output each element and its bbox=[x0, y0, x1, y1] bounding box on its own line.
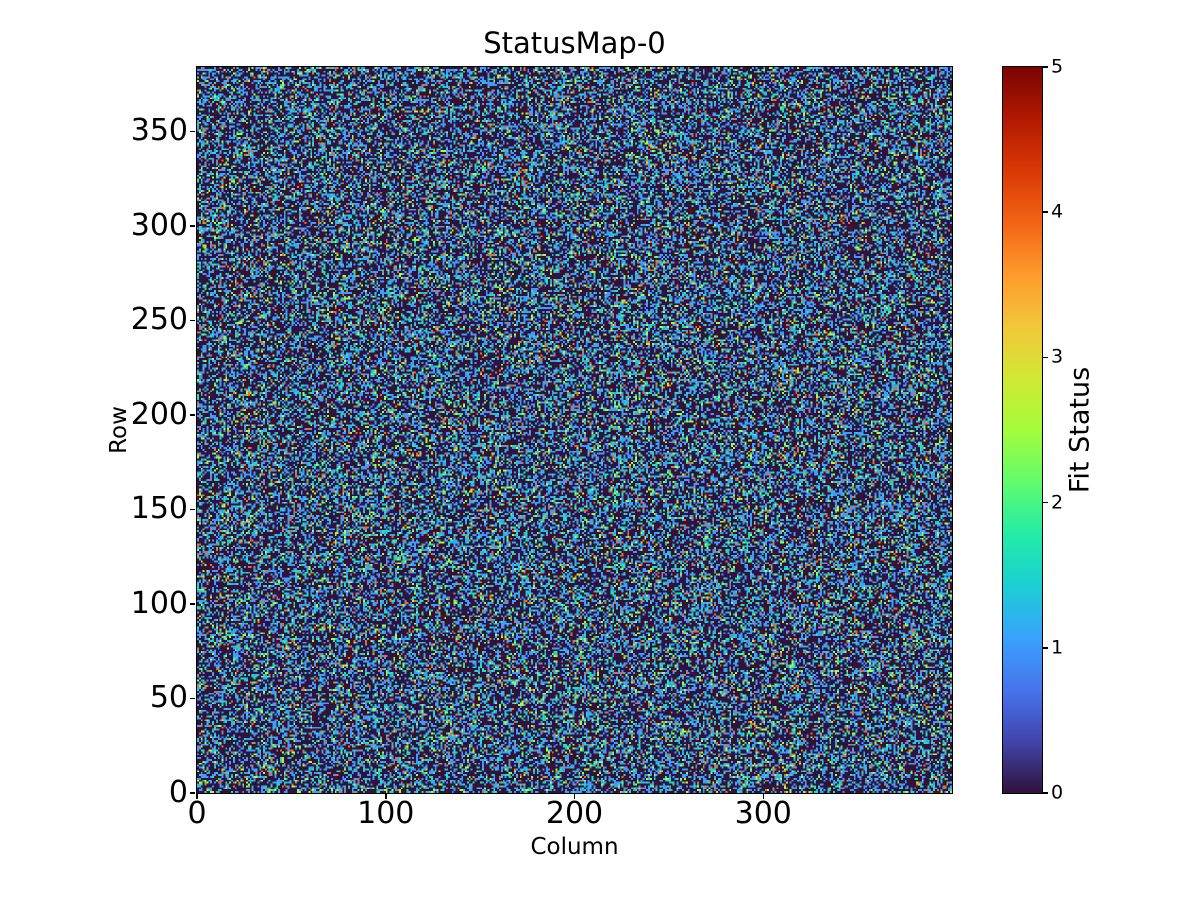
y-tick-label: 100 bbox=[130, 585, 188, 621]
colorbar-tick-mark bbox=[1043, 792, 1048, 794]
colorbar-tick-mark bbox=[1043, 356, 1048, 359]
x-tick-label: 300 bbox=[734, 796, 792, 831]
x-tick-mark bbox=[196, 794, 198, 799]
y-tick-label: 150 bbox=[130, 491, 188, 527]
y-tick-mark bbox=[190, 225, 195, 227]
x-tick-mark bbox=[762, 794, 764, 799]
colorbar-tick-label: 5 bbox=[1051, 55, 1064, 78]
colorbar-tick-label: 0 bbox=[1051, 781, 1064, 804]
y-tick-mark bbox=[190, 697, 195, 700]
y-tick-mark bbox=[190, 319, 195, 322]
colorbar-tick-label: 4 bbox=[1051, 200, 1064, 223]
y-tick-mark bbox=[190, 508, 195, 511]
x-tick-mark bbox=[385, 794, 387, 799]
x-tick-label: 100 bbox=[357, 796, 415, 831]
chart-title: StatusMap-0 bbox=[483, 26, 666, 60]
colorbar-tick-mark bbox=[1043, 211, 1048, 213]
heatmap-plot-area bbox=[196, 66, 953, 794]
x-tick-label: 0 bbox=[187, 796, 207, 831]
y-tick-mark bbox=[190, 603, 195, 605]
y-tick-mark bbox=[190, 792, 195, 794]
y-tick-label: 0 bbox=[168, 775, 188, 810]
y-tick-label: 350 bbox=[130, 113, 188, 149]
y-tick-label: 300 bbox=[130, 207, 188, 243]
x-tick-mark bbox=[573, 794, 576, 799]
colorbar-label: Fit Status bbox=[1064, 366, 1096, 494]
heatmap-canvas bbox=[197, 67, 952, 793]
colorbar-tick-mark bbox=[1043, 66, 1048, 68]
colorbar bbox=[1002, 66, 1043, 794]
x-tick-label: 200 bbox=[545, 796, 604, 831]
colorbar-tick-label: 2 bbox=[1051, 491, 1064, 514]
y-tick-label: 50 bbox=[149, 680, 188, 716]
x-axis-label: Column bbox=[530, 834, 619, 860]
colorbar-tick-mark bbox=[1043, 647, 1048, 649]
colorbar-tick-label: 1 bbox=[1051, 636, 1064, 659]
colorbar-tick-label: 3 bbox=[1051, 345, 1064, 368]
y-tick-mark bbox=[190, 414, 195, 416]
y-tick-label: 250 bbox=[130, 302, 188, 338]
y-tick-label: 200 bbox=[130, 396, 188, 432]
y-tick-mark bbox=[190, 130, 195, 133]
colorbar-tick-mark bbox=[1043, 501, 1048, 504]
